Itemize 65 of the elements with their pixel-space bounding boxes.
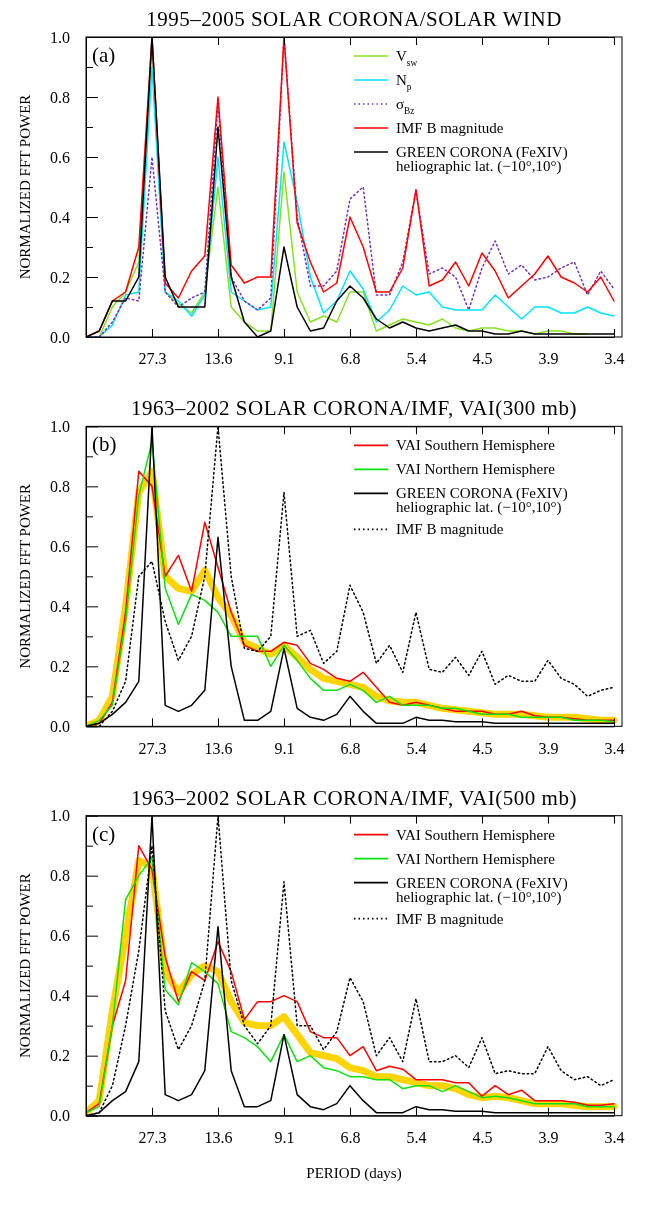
x-tick-label: 3.4 [604, 1129, 625, 1147]
annotation: (b) [92, 432, 117, 457]
y-tick-label: 0.4 [50, 987, 70, 1005]
annotation: (c) [92, 821, 116, 846]
y-tick-label: 0.6 [50, 537, 70, 555]
y-tick-label: 1.0 [50, 417, 70, 435]
x-tick-label: 27.3 [138, 739, 167, 757]
legend-label: VAI Northern Hemisphere [396, 850, 556, 867]
y-tick-label: 0.0 [50, 1107, 70, 1125]
legend-label: VAI Southern Hemisphere [396, 437, 556, 454]
y-tick-label: 0.4 [50, 597, 70, 615]
legend-label: GREEN CORONA (FeXIV) heliographic lat. (−10°,10°) [396, 874, 568, 906]
y-tick-label: 0.2 [50, 1047, 70, 1065]
x-tick-label: 27.3 [138, 350, 167, 368]
chart-title: 1963–2002 SOLAR CORONA/IMF, VAI(500 mb) [131, 785, 577, 810]
x-tick-label: 5.4 [406, 350, 427, 368]
y-tick-label: 1.0 [50, 28, 70, 46]
legend-label: IMF B magnitude [396, 120, 504, 136]
x-tick-label: 9.1 [274, 739, 295, 757]
x-tick-label: 6.8 [340, 350, 361, 368]
x-tick-label: 3.4 [604, 350, 625, 368]
x-tick-label: 3.4 [604, 739, 625, 757]
y-axis-title: NORMALIZED FFT POWER [17, 483, 33, 669]
x-tick-label: 4.5 [472, 350, 493, 368]
x-tick-label: 5.4 [406, 739, 427, 757]
legend-label: GREEN CORONA (FeXIV) heliographic lat. (−10°,10°) [396, 144, 568, 175]
legend-label: IMF B magnitude [396, 521, 504, 538]
x-axis-title: PERIOD (days) [306, 1164, 402, 1182]
chart-title: 1963–2002 SOLAR CORONA/IMF, VAI(300 mb) [131, 396, 577, 421]
y-tick-label: 0.4 [50, 208, 70, 226]
x-tick-label: 3.9 [538, 1129, 559, 1147]
y-tick-label: 0.2 [50, 268, 70, 286]
y-tick-label: 0.2 [50, 657, 70, 675]
x-tick-label: 3.9 [538, 739, 559, 757]
y-axis-title: NORMALIZED FFT POWER [17, 873, 33, 1059]
legend-label: VAI Northern Hemisphere [396, 461, 556, 478]
x-tick-label: 9.1 [274, 1129, 295, 1147]
x-tick-label: 4.5 [472, 739, 493, 757]
x-tick-label: 13.6 [204, 1129, 233, 1147]
y-tick-label: 0.8 [50, 88, 70, 106]
legend-label: VAI Southern Hemisphere [396, 826, 556, 843]
y-tick-label: 0.6 [50, 148, 70, 166]
y-tick-label: 0.0 [50, 328, 70, 346]
x-tick-label: 13.6 [204, 739, 233, 757]
y-tick-label: 0.0 [50, 717, 70, 735]
x-tick-label: 13.6 [204, 350, 233, 368]
legend-label: V$_{sw}$ [396, 48, 418, 68]
legend-label: σ$_{Bz}$ [396, 96, 415, 116]
chart-title: 1995–2005 SOLAR CORONA/SOLAR WIND [146, 7, 562, 31]
legend-label: N$_{p}$ [396, 72, 412, 92]
x-tick-label: 6.8 [340, 739, 361, 757]
x-tick-label: 27.3 [138, 1129, 167, 1147]
x-tick-label: 4.5 [472, 1129, 493, 1147]
y-axis-title: NORMALIZED FFT POWER [17, 94, 33, 280]
x-tick-label: 9.1 [274, 350, 295, 368]
annotation: (a) [92, 43, 116, 67]
y-tick-label: 1.0 [50, 807, 70, 825]
y-tick-label: 0.6 [50, 927, 70, 945]
x-tick-label: 3.9 [538, 350, 559, 368]
legend-label: IMF B magnitude [396, 910, 504, 927]
y-tick-label: 0.8 [50, 867, 70, 885]
x-tick-label: 6.8 [340, 1129, 361, 1147]
legend-label: GREEN CORONA (FeXIV) heliographic lat. (−10°,10°) [396, 485, 568, 517]
x-tick-label: 5.4 [406, 1129, 427, 1147]
y-tick-label: 0.8 [50, 477, 70, 495]
